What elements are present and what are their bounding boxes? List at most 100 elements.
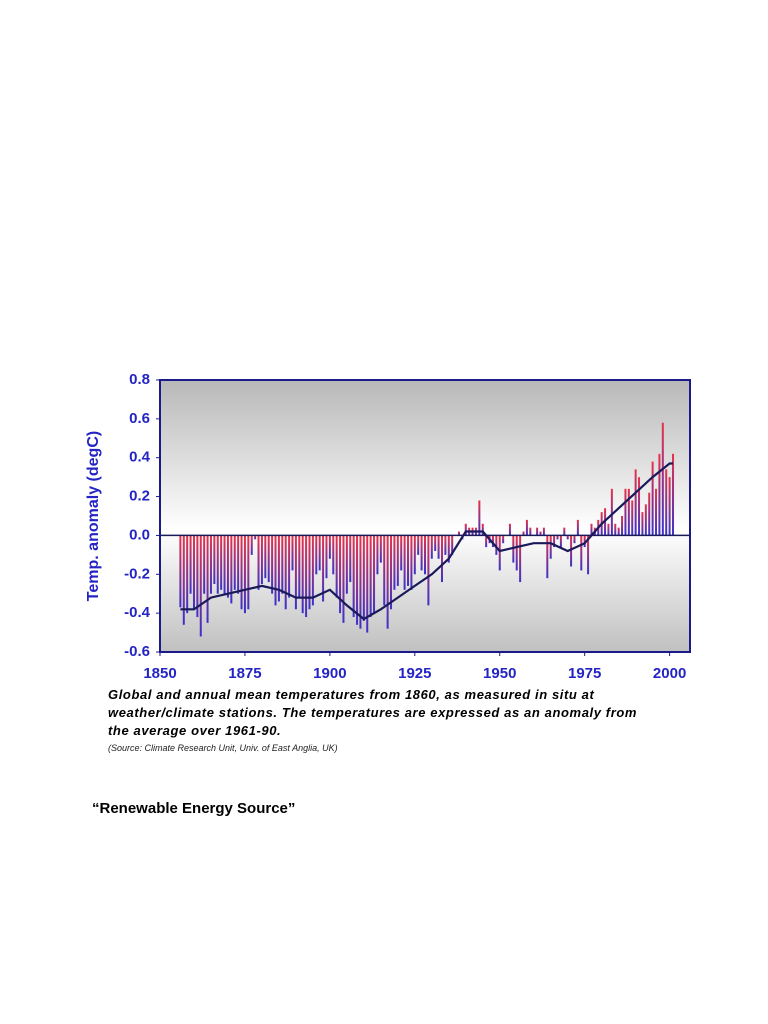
bar bbox=[226, 535, 229, 598]
bar bbox=[485, 535, 488, 548]
bar bbox=[271, 535, 274, 594]
bar bbox=[464, 523, 467, 536]
y-tick-label: -0.4 bbox=[124, 604, 151, 621]
bar bbox=[491, 535, 494, 548]
y-tick-label: 0.4 bbox=[129, 449, 151, 466]
x-tick-label: 1950 bbox=[483, 665, 516, 682]
bar bbox=[498, 535, 501, 571]
bar bbox=[274, 535, 277, 606]
bar bbox=[311, 535, 314, 606]
bar bbox=[264, 535, 267, 579]
bar bbox=[529, 527, 532, 536]
heading: “Renewable Energy Source” bbox=[92, 800, 296, 817]
bar bbox=[328, 535, 331, 559]
x-tick-label: 1900 bbox=[313, 665, 346, 682]
y-tick-label: -0.6 bbox=[124, 643, 150, 660]
bar bbox=[393, 535, 396, 590]
bar bbox=[525, 519, 528, 536]
bar bbox=[192, 535, 195, 610]
bar bbox=[349, 535, 352, 583]
bar bbox=[556, 535, 559, 540]
bar bbox=[403, 535, 406, 590]
bar bbox=[638, 477, 641, 536]
bar bbox=[179, 535, 182, 608]
bar bbox=[420, 535, 423, 571]
bar bbox=[362, 535, 365, 621]
bar bbox=[536, 527, 539, 536]
bar bbox=[437, 535, 440, 559]
bar bbox=[199, 535, 202, 637]
y-tick-label: 0.2 bbox=[129, 488, 150, 505]
bar bbox=[240, 535, 243, 610]
bar bbox=[318, 535, 321, 571]
bar bbox=[417, 535, 420, 555]
bar bbox=[325, 535, 328, 579]
bar bbox=[495, 535, 498, 555]
bar bbox=[305, 535, 308, 618]
x-tick-label: 1875 bbox=[228, 665, 261, 682]
bar bbox=[519, 535, 522, 583]
bar bbox=[539, 531, 542, 536]
bar bbox=[359, 535, 362, 629]
bar bbox=[284, 535, 287, 610]
bar bbox=[641, 512, 644, 536]
bar bbox=[291, 535, 294, 571]
y-tick-label: 0.6 bbox=[129, 410, 150, 427]
bar bbox=[260, 535, 263, 584]
bar bbox=[345, 535, 348, 594]
bar bbox=[386, 535, 389, 629]
bar bbox=[366, 535, 369, 633]
bar bbox=[481, 523, 484, 536]
bar bbox=[631, 500, 634, 536]
bar bbox=[451, 535, 454, 555]
bar bbox=[590, 523, 593, 536]
bar bbox=[237, 535, 240, 594]
bar bbox=[247, 535, 250, 610]
bar bbox=[621, 516, 624, 536]
bar bbox=[512, 535, 515, 563]
bar bbox=[243, 535, 246, 614]
bar bbox=[339, 535, 342, 614]
y-axis-label: Temp. anomaly (degC) bbox=[85, 431, 102, 601]
smooth-line bbox=[180, 462, 673, 621]
bar bbox=[281, 535, 284, 594]
bar bbox=[549, 535, 552, 559]
bar bbox=[651, 461, 654, 536]
bar bbox=[430, 535, 433, 559]
bar bbox=[522, 531, 525, 536]
bar bbox=[203, 535, 206, 594]
bar bbox=[444, 535, 447, 555]
x-tick-label: 1850 bbox=[143, 665, 176, 682]
bar bbox=[254, 535, 257, 540]
bar bbox=[644, 504, 647, 536]
bar bbox=[315, 535, 318, 575]
bar bbox=[617, 527, 620, 536]
bar bbox=[342, 535, 345, 623]
bar bbox=[322, 535, 325, 602]
bar bbox=[434, 535, 437, 551]
bar bbox=[182, 535, 185, 625]
bar bbox=[390, 535, 393, 610]
bar bbox=[576, 519, 579, 536]
bar bbox=[580, 535, 583, 571]
bar bbox=[356, 535, 359, 625]
bar bbox=[658, 453, 661, 536]
bar bbox=[209, 535, 212, 594]
bar bbox=[407, 535, 410, 586]
bar bbox=[440, 535, 443, 583]
bar bbox=[400, 535, 403, 571]
bar bbox=[277, 535, 280, 602]
bar bbox=[352, 535, 355, 618]
caption-line: Global and annual mean temperatures from… bbox=[108, 687, 595, 702]
bar bbox=[383, 535, 386, 606]
plot-frame bbox=[159, 379, 691, 653]
bar bbox=[196, 535, 199, 618]
bar bbox=[373, 535, 376, 614]
bar bbox=[298, 535, 301, 598]
bar bbox=[216, 535, 219, 594]
bar bbox=[186, 535, 189, 614]
bar bbox=[665, 469, 668, 536]
bar bbox=[546, 535, 549, 579]
bar bbox=[308, 535, 311, 610]
caption-line: the average over 1961-90. bbox=[108, 723, 282, 738]
